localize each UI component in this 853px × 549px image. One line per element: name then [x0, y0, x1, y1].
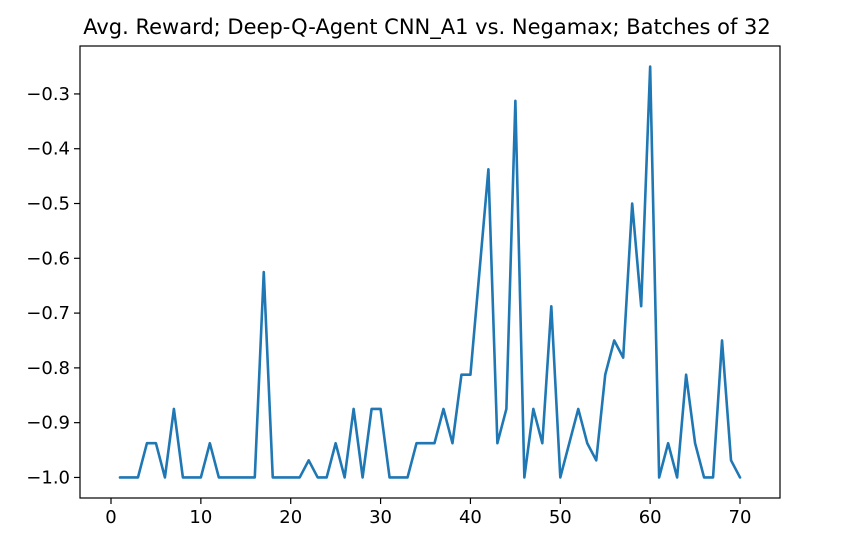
- y-tick-label: −0.7: [26, 303, 70, 324]
- y-tick-label: −1.0: [26, 467, 70, 488]
- x-tick-label: 70: [729, 507, 752, 528]
- x-tick-label: 40: [459, 507, 482, 528]
- y-tick-label: −0.6: [26, 248, 70, 269]
- x-axis-ticks: 0 10 20 30 40 50 60 70: [105, 498, 751, 528]
- y-tick-label: −0.8: [26, 358, 70, 379]
- x-tick-label: 0: [105, 507, 116, 528]
- plot-area-frame: [79, 45, 781, 499]
- y-tick-label: −0.9: [26, 413, 70, 434]
- x-tick-label: 30: [369, 507, 392, 528]
- series-line: [118, 65, 742, 479]
- y-tick-label: −0.3: [26, 84, 70, 105]
- y-axis-ticks: −1.0 −0.9 −0.8 −0.7 −0.6 −0.5 −0.4 −0.3: [26, 84, 80, 488]
- x-tick-label: 50: [549, 507, 572, 528]
- x-tick-label: 10: [189, 507, 212, 528]
- x-tick-label: 60: [639, 507, 662, 528]
- y-tick-label: −0.5: [26, 194, 70, 215]
- chart-title: Avg. Reward; Deep-Q-Agent CNN_A1 vs. Neg…: [83, 15, 771, 40]
- y-tick-label: −0.4: [26, 139, 70, 160]
- x-tick-label: 20: [279, 507, 302, 528]
- series-layer: [118, 65, 742, 479]
